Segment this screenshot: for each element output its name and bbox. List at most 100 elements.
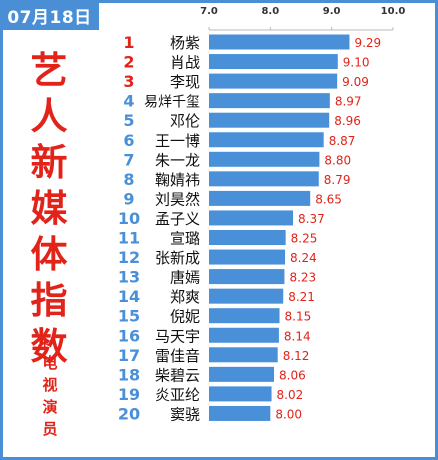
bar [209, 151, 320, 167]
rank-label: 13 [118, 268, 140, 287]
side-title-char: 数 [30, 325, 68, 368]
rank-label: 15 [118, 307, 140, 326]
bar [209, 230, 286, 245]
rank-label: 1 [123, 33, 134, 52]
bar [209, 190, 311, 206]
x-tick-label: 10.0 [381, 6, 406, 17]
value-label: 8.02 [277, 388, 304, 402]
side-title-char: 指 [30, 279, 68, 322]
bar [209, 73, 338, 89]
rank-label: 3 [123, 72, 134, 91]
rank-label: 9 [123, 189, 134, 208]
rank-label: 20 [118, 404, 140, 423]
rank-label: 12 [118, 248, 140, 267]
value-label: 8.14 [284, 329, 311, 343]
bar [209, 171, 319, 187]
side-title-char: 人 [30, 95, 68, 138]
name-label: 王一博 [155, 132, 200, 150]
x-tick-label: 9.0 [323, 6, 341, 17]
rank-label: 16 [118, 326, 140, 345]
name-label: 邓伦 [170, 112, 200, 130]
value-label: 8.15 [285, 310, 312, 324]
name-label: 刘昊然 [155, 190, 200, 208]
bar [209, 288, 284, 304]
rank-label: 11 [118, 229, 140, 248]
rank-label: 2 [123, 53, 134, 72]
rank-label: 10 [118, 209, 140, 228]
value-label: 8.87 [329, 134, 356, 148]
name-label: 朱一龙 [155, 151, 200, 169]
bar [209, 54, 338, 70]
name-label: 宣璐 [170, 230, 200, 248]
name-label: 易烊千玺 [144, 95, 200, 111]
rank-label: 8 [123, 170, 134, 189]
rank-label: 6 [123, 131, 134, 150]
value-label: 8.96 [334, 114, 361, 128]
value-label: 8.24 [290, 251, 317, 265]
date-badge: 07月18日 [0, 0, 99, 30]
rank-label: 19 [118, 385, 140, 404]
name-label: 鞠婧祎 [155, 171, 200, 189]
name-label: 雷佳音 [155, 347, 200, 365]
name-label: 肖战 [170, 54, 200, 72]
side-subtitle-char: 演 [42, 398, 58, 416]
value-label: 8.65 [315, 192, 342, 206]
name-label: 倪妮 [170, 308, 200, 326]
name-label: 唐嫣 [170, 269, 200, 287]
name-label: 杨紫 [170, 34, 200, 52]
rank-label: 18 [118, 365, 140, 384]
name-label: 窦骁 [170, 405, 200, 423]
rank-label: 4 [123, 92, 134, 111]
name-label: 郑爽 [170, 288, 200, 306]
side-title-char: 媒 [30, 187, 68, 230]
value-label: 8.23 [289, 271, 316, 285]
value-label: 8.80 [324, 153, 351, 167]
side-title-char: 新 [30, 141, 68, 184]
rank-label: 17 [118, 346, 140, 365]
value-label: 9.09 [342, 75, 369, 89]
name-label: 孟子义 [155, 210, 200, 228]
bar [209, 405, 271, 421]
side-subtitle: 电 视 演 员 [38, 352, 62, 440]
side-subtitle-char: 视 [42, 376, 58, 394]
bar [209, 132, 324, 148]
side-subtitle-char: 员 [42, 420, 58, 438]
name-label: 李现 [170, 73, 200, 91]
name-label: 炎亚纶 [155, 386, 200, 404]
bar [209, 93, 330, 109]
value-label: 9.10 [343, 56, 370, 70]
side-title-char: 体 [30, 233, 68, 276]
value-label: 9.29 [354, 36, 381, 50]
name-label: 张新成 [155, 249, 200, 267]
bar [209, 386, 272, 402]
side-subtitle-char: 电 [42, 354, 58, 372]
bar [209, 366, 275, 382]
bar [209, 327, 279, 343]
value-label: 8.12 [283, 349, 310, 363]
bar [209, 112, 330, 128]
value-label: 8.79 [324, 173, 351, 187]
rank-label: 5 [123, 111, 134, 130]
bar [209, 269, 285, 285]
x-tick-label: 7.0 [200, 6, 218, 17]
bar [209, 34, 350, 50]
rank-label: 14 [118, 287, 140, 306]
side-title-char: 艺 [30, 49, 68, 92]
name-label: 马天宇 [155, 327, 200, 345]
side-star: * [40, 336, 50, 357]
x-tick-label: 8.0 [261, 6, 279, 17]
rank-label: 7 [123, 150, 134, 169]
bar [209, 249, 286, 265]
value-label: 8.21 [288, 290, 315, 304]
bar [209, 308, 280, 324]
value-label: 8.06 [279, 368, 306, 382]
bar [209, 347, 278, 363]
side-title: 艺 人 新 媒 体 指 数 [20, 48, 78, 370]
bar [209, 210, 294, 226]
value-label: 8.97 [335, 95, 362, 109]
value-label: 8.37 [298, 212, 325, 226]
value-label: 8.25 [291, 232, 318, 246]
name-label: 柴碧云 [155, 366, 200, 384]
